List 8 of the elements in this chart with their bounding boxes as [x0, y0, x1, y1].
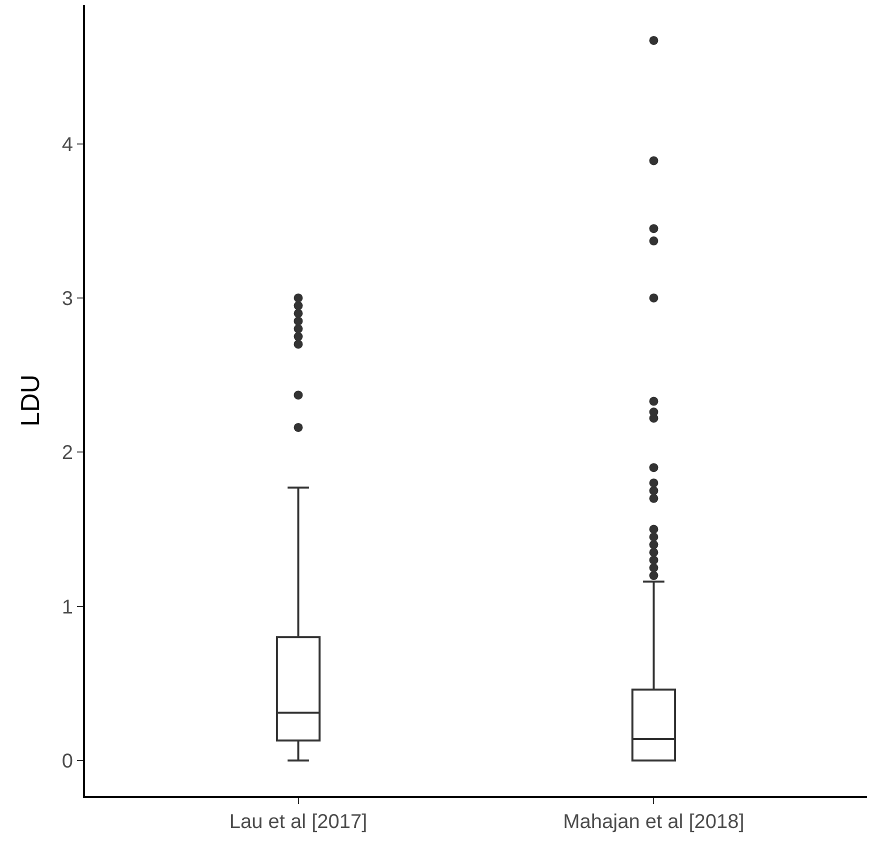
y-tick-label: 2 — [62, 442, 73, 464]
x-tick-label: Lau et al [2017] — [229, 811, 368, 833]
y-tick-label: 3 — [62, 288, 73, 310]
y-tick-label: 0 — [62, 750, 73, 773]
y-axis-title: LDU — [14, 374, 45, 427]
x-tick-label: Mahajan et al [2018] — [563, 811, 744, 833]
y-tick-label: 4 — [62, 134, 73, 156]
y-tick-label: 1 — [62, 596, 73, 618]
